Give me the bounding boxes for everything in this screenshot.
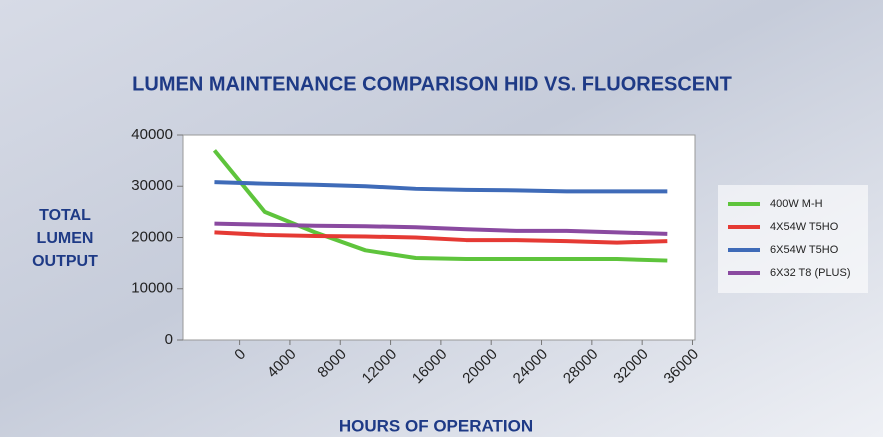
y-tick-label: 20000 bbox=[131, 228, 173, 245]
legend-label: 400W M-H bbox=[770, 198, 823, 210]
legend-label: 6X32 T8 (PLUS) bbox=[770, 267, 851, 279]
y-axis-label: OUTPUT bbox=[32, 253, 98, 270]
x-axis-label: HOURS OF OPERATION bbox=[339, 416, 533, 435]
legend-label: 6X54W T5HO bbox=[770, 244, 839, 256]
chart-title: LUMEN MAINTENANCE COMPARISON HID VS. FLU… bbox=[132, 73, 732, 95]
y-tick-label: 0 bbox=[165, 331, 173, 348]
legend-label: 4X54W T5HO bbox=[770, 221, 839, 233]
y-tick-label: 40000 bbox=[131, 126, 173, 143]
y-axis-label: LUMEN bbox=[37, 230, 94, 247]
y-tick-label: 10000 bbox=[131, 280, 173, 297]
y-axis-label: TOTAL bbox=[39, 207, 91, 224]
chart: LUMEN MAINTENANCE COMPARISON HID VS. FLU… bbox=[0, 0, 883, 437]
y-tick-label: 30000 bbox=[131, 177, 173, 194]
